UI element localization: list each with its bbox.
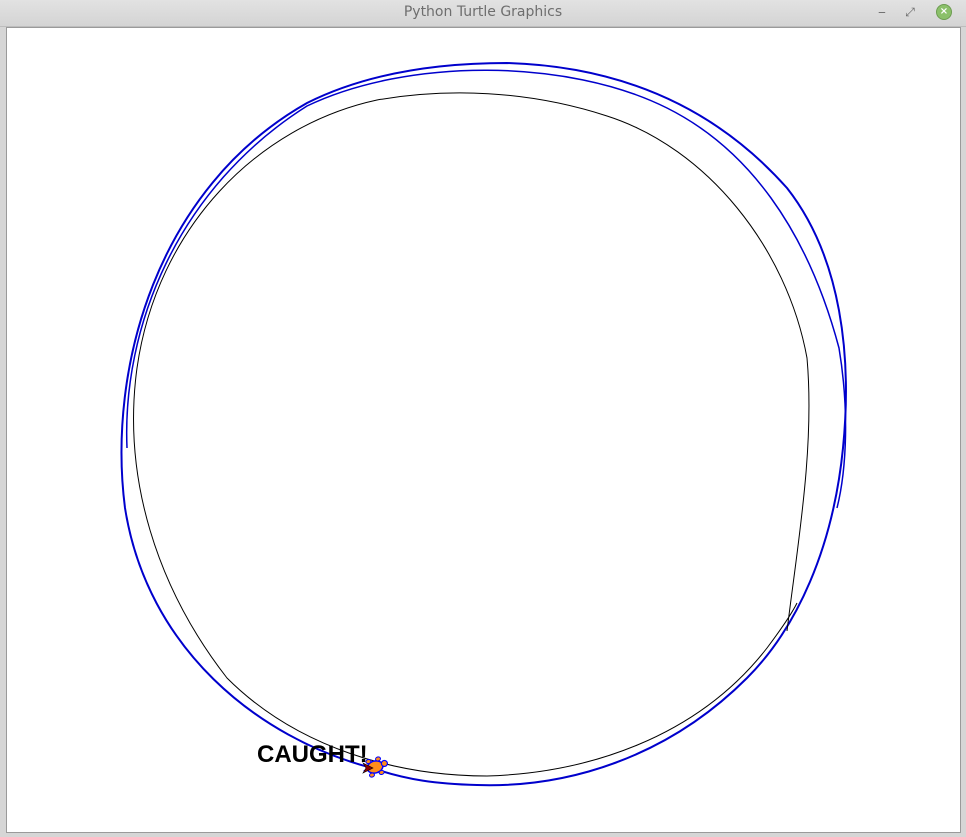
title-bar[interactable]: Python Turtle Graphics ‒ ⤢ × (0, 0, 966, 27)
drawing-surface: CAUGHT! (120, 61, 847, 787)
minimize-icon[interactable]: ‒ (874, 4, 890, 20)
close-icon: × (936, 4, 952, 20)
window-title: Python Turtle Graphics (403, 4, 563, 20)
close-glyph: × (939, 6, 949, 17)
maximize-glyph: ⤢ (905, 5, 915, 19)
turtle-canvas[interactable]: CAUGHT! (6, 27, 961, 833)
close-button[interactable]: × (936, 4, 952, 20)
caught-message: CAUGHT! (257, 741, 368, 768)
chaser-arrow-icon (362, 762, 374, 774)
chaser-path (133, 92, 810, 777)
maximize-icon[interactable]: ⤢ (902, 4, 918, 20)
target-path (120, 61, 847, 787)
minimize-glyph: ‒ (878, 5, 886, 19)
target-path-overlap (125, 69, 847, 509)
